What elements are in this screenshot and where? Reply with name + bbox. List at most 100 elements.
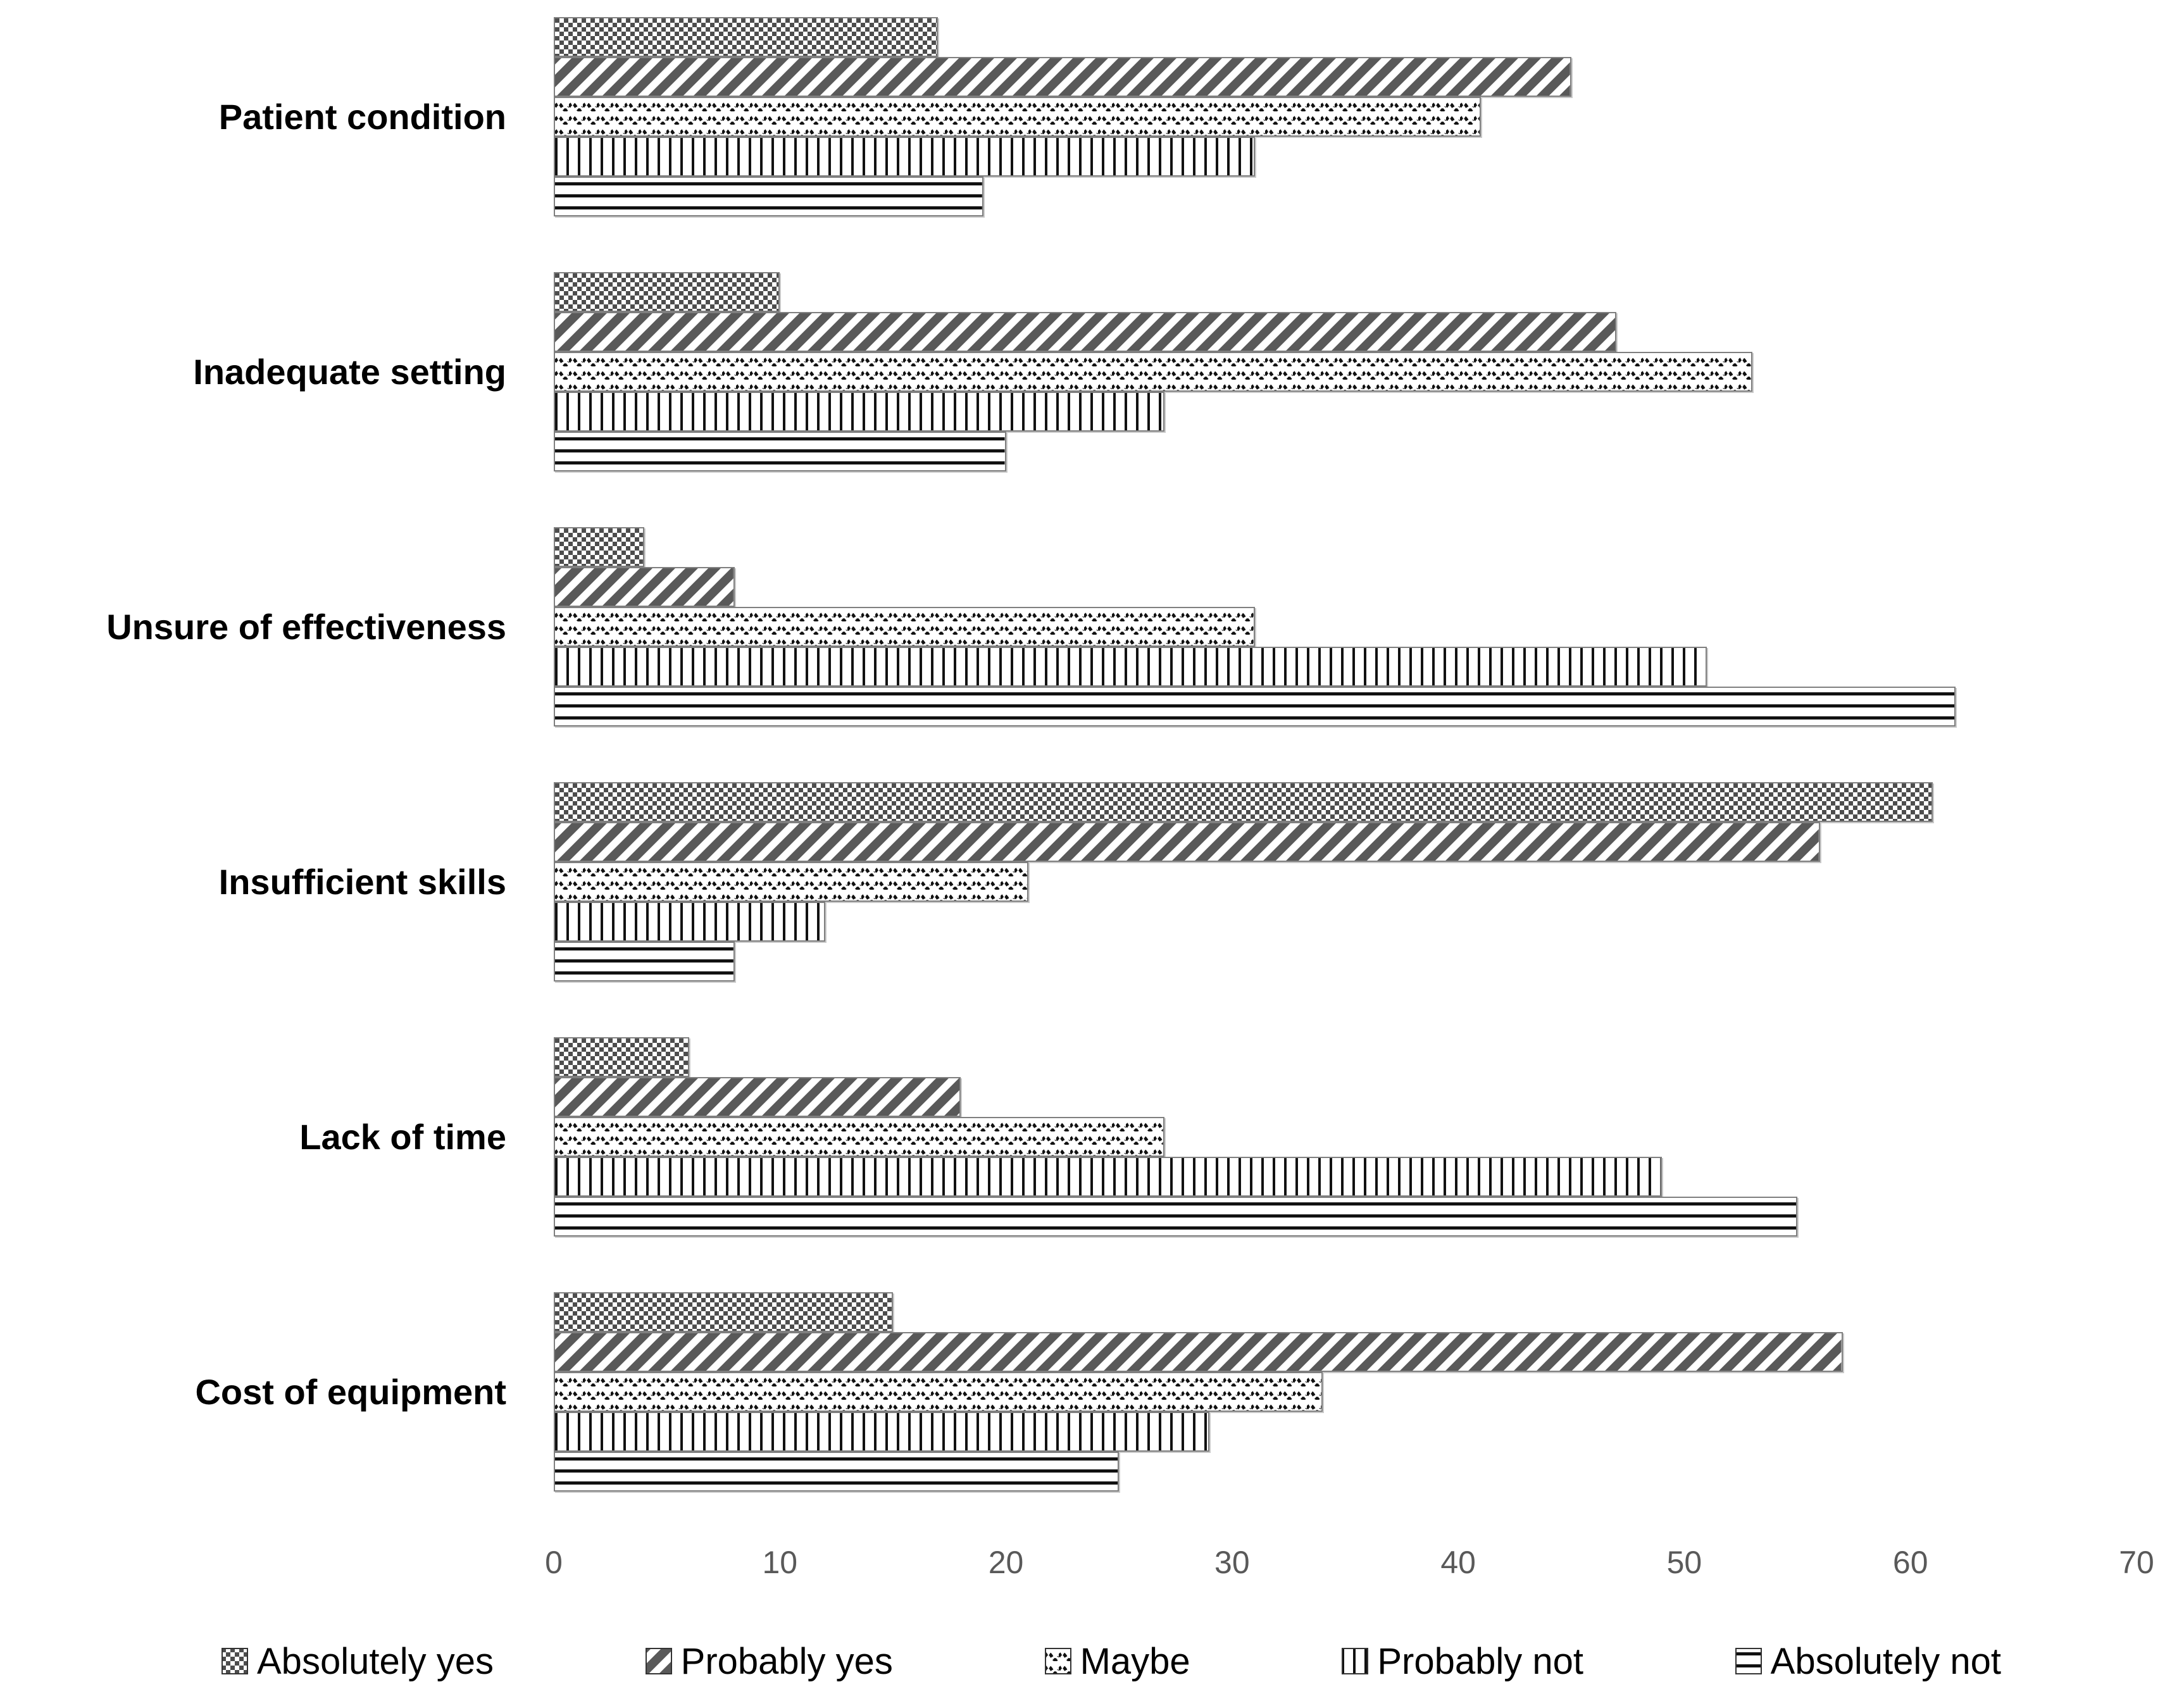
bar-maybe-patient-condition — [554, 97, 1481, 137]
legend-swatch-horizontal-icon — [1735, 1648, 1762, 1674]
bar-fill-pattern — [555, 1198, 1797, 1235]
bar-fill-pattern — [555, 1118, 1163, 1156]
legend-label-absolutely-not: Absolutely not — [1770, 1640, 2001, 1682]
bar-absolutely-yes-inadequate-setting — [554, 272, 780, 312]
bar-fill-pattern — [555, 1413, 1209, 1450]
category-row-unsure-of-effectiveness: Unsure of effectiveness — [0, 527, 2184, 726]
x-tick-10: 10 — [762, 1545, 798, 1580]
bar-group-unsure-of-effectiveness — [554, 527, 2137, 726]
bar-absolutely-yes-insufficient-skills — [554, 782, 1933, 822]
bar-fill-pattern — [555, 273, 779, 311]
legend-label-maybe: Maybe — [1080, 1640, 1190, 1682]
x-tick-40: 40 — [1440, 1545, 1476, 1580]
category-row-patient-condition: Patient condition — [0, 17, 2184, 216]
category-label-insufficient-skills: Insufficient skills — [218, 862, 506, 902]
bar-absolutely-not-patient-condition — [554, 177, 983, 216]
bar-probably-not-inadequate-setting — [554, 392, 1164, 432]
bar-group-inadequate-setting — [554, 272, 2137, 471]
bar-maybe-lack-of-time — [554, 1117, 1164, 1157]
bar-maybe-unsure-of-effectiveness — [554, 607, 1255, 647]
bar-fill-pattern — [555, 178, 982, 215]
bar-fill-pattern — [555, 648, 1706, 685]
bar-fill-pattern — [555, 1078, 960, 1116]
bar-probably-not-unsure-of-effectiveness — [554, 647, 1707, 687]
x-axis: 0 10 20 30 40 50 60 70 — [545, 1544, 2154, 1588]
bar-maybe-inadequate-setting — [554, 352, 1752, 392]
category-label-unsure-of-effectiveness: Unsure of effectiveness — [106, 607, 506, 647]
bar-fill-pattern — [555, 1038, 689, 1076]
legend-label-probably-yes: Probably yes — [680, 1640, 893, 1682]
bar-fill-pattern — [555, 608, 1254, 645]
bar-group-insufficient-skills — [554, 782, 2137, 981]
bar-fill-pattern — [555, 1293, 892, 1331]
bar-probably-yes-insufficient-skills — [554, 822, 1820, 862]
bar-absolutely-yes-cost-of-equipment — [554, 1292, 893, 1332]
bar-fill-pattern — [555, 903, 824, 940]
category-label-cost-of-equipment: Cost of equipment — [195, 1372, 506, 1412]
x-tick-60: 60 — [1892, 1545, 1928, 1580]
bar-probably-not-insufficient-skills — [554, 902, 825, 942]
legend-item-probably-yes: Probably yes — [645, 1640, 893, 1683]
bar-probably-yes-patient-condition — [554, 57, 1571, 97]
bar-probably-not-patient-condition — [554, 137, 1255, 177]
bar-group-cost-of-equipment — [554, 1292, 2137, 1492]
legend-label-probably-not: Probably not — [1377, 1640, 1583, 1682]
bar-fill-pattern — [555, 433, 1005, 470]
bar-fill-pattern — [555, 313, 1616, 351]
bar-fill-pattern — [555, 688, 1955, 725]
bar-absolutely-not-unsure-of-effectiveness — [554, 687, 1956, 726]
bar-fill-pattern — [555, 568, 733, 606]
bar-fill-pattern — [555, 528, 643, 566]
x-tick-20: 20 — [988, 1545, 1024, 1580]
bar-absolutely-yes-patient-condition — [554, 17, 939, 57]
bar-absolutely-not-inadequate-setting — [554, 432, 1006, 471]
legend-item-maybe: Maybe — [1044, 1640, 1190, 1683]
bar-fill-pattern — [555, 58, 1570, 96]
bar-absolutely-yes-unsure-of-effectiveness — [554, 527, 644, 567]
legend-swatch-vertical-icon — [1342, 1648, 1369, 1674]
bar-fill-pattern — [555, 1158, 1661, 1195]
bar-fill-pattern — [555, 1453, 1118, 1490]
bar-fill-pattern — [555, 18, 937, 56]
bar-fill-pattern — [555, 1373, 1321, 1411]
bar-fill-pattern — [555, 943, 733, 980]
bar-maybe-insufficient-skills — [554, 862, 1029, 902]
bar-fill-pattern — [555, 393, 1163, 430]
category-label-lack-of-time: Lack of time — [299, 1117, 506, 1157]
legend: Absolutely yes Probably yes Maybe Probably … — [222, 1633, 2001, 1690]
bar-absolutely-not-cost-of-equipment — [554, 1452, 1120, 1492]
x-tick-70: 70 — [2119, 1545, 2154, 1580]
bar-probably-yes-lack-of-time — [554, 1077, 961, 1117]
category-row-inadequate-setting: Inadequate setting — [0, 272, 2184, 471]
bar-group-lack-of-time — [554, 1037, 2137, 1237]
bar-probably-yes-inadequate-setting — [554, 312, 1617, 352]
category-row-lack-of-time: Lack of time — [0, 1037, 2184, 1237]
bar-absolutely-not-lack-of-time — [554, 1197, 1798, 1237]
legend-swatch-diagonal-icon — [645, 1648, 672, 1674]
bar-absolutely-not-insufficient-skills — [554, 942, 735, 981]
x-tick-30: 30 — [1214, 1545, 1250, 1580]
legend-swatch-wave-icon — [1044, 1648, 1071, 1674]
bar-probably-not-lack-of-time — [554, 1157, 1662, 1197]
legend-swatch-checker-icon — [222, 1648, 248, 1674]
category-row-cost-of-equipment: Cost of equipment — [0, 1292, 2184, 1492]
bar-fill-pattern — [555, 98, 1480, 135]
legend-item-absolutely-yes: Absolutely yes — [222, 1640, 494, 1683]
x-tick-0: 0 — [545, 1545, 563, 1580]
bar-probably-yes-cost-of-equipment — [554, 1332, 1843, 1372]
bar-fill-pattern — [555, 353, 1751, 390]
bar-absolutely-yes-lack-of-time — [554, 1037, 690, 1077]
bar-probably-yes-unsure-of-effectiveness — [554, 567, 735, 607]
legend-label-absolutely-yes: Absolutely yes — [257, 1640, 494, 1682]
bar-fill-pattern — [555, 1333, 1842, 1371]
category-label-inadequate-setting: Inadequate setting — [193, 352, 506, 392]
category-label-patient-condition: Patient condition — [218, 97, 506, 137]
bar-fill-pattern — [555, 863, 1028, 900]
x-tick-50: 50 — [1666, 1545, 1702, 1580]
bar-fill-pattern — [555, 138, 1254, 175]
bar-probably-not-cost-of-equipment — [554, 1412, 1210, 1452]
legend-item-probably-not: Probably not — [1342, 1640, 1583, 1683]
bar-fill-pattern — [555, 783, 1932, 821]
bar-fill-pattern — [555, 823, 1819, 861]
